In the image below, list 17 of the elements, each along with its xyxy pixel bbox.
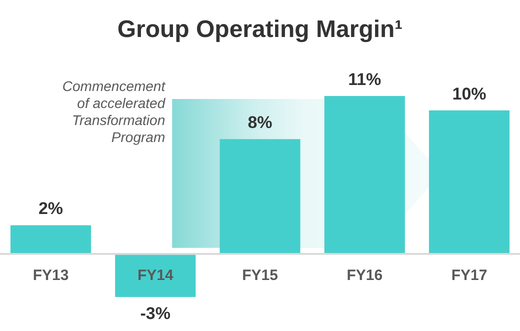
- x-tick-label: FY16: [346, 266, 383, 284]
- bar: [10, 225, 92, 254]
- x-tick-label: FY17: [451, 266, 488, 284]
- x-tick-label: FY13: [32, 266, 69, 284]
- data-label: 10%: [452, 84, 486, 104]
- bar: [324, 96, 405, 254]
- bar: [115, 254, 196, 297]
- chart-title: Group Operating Margin¹: [117, 16, 403, 43]
- x-tick-label: FY15: [242, 266, 278, 284]
- data-label: 8%: [248, 113, 272, 132]
- data-label: -3%: [140, 304, 170, 323]
- bar: [428, 110, 510, 254]
- x-tick-label: FY14: [137, 266, 174, 284]
- annotation: Commencement of accelerated Transformation Program: [61, 78, 166, 146]
- data-label: 11%: [348, 70, 382, 89]
- data-label: 2%: [38, 199, 64, 218]
- bar: [220, 139, 300, 254]
